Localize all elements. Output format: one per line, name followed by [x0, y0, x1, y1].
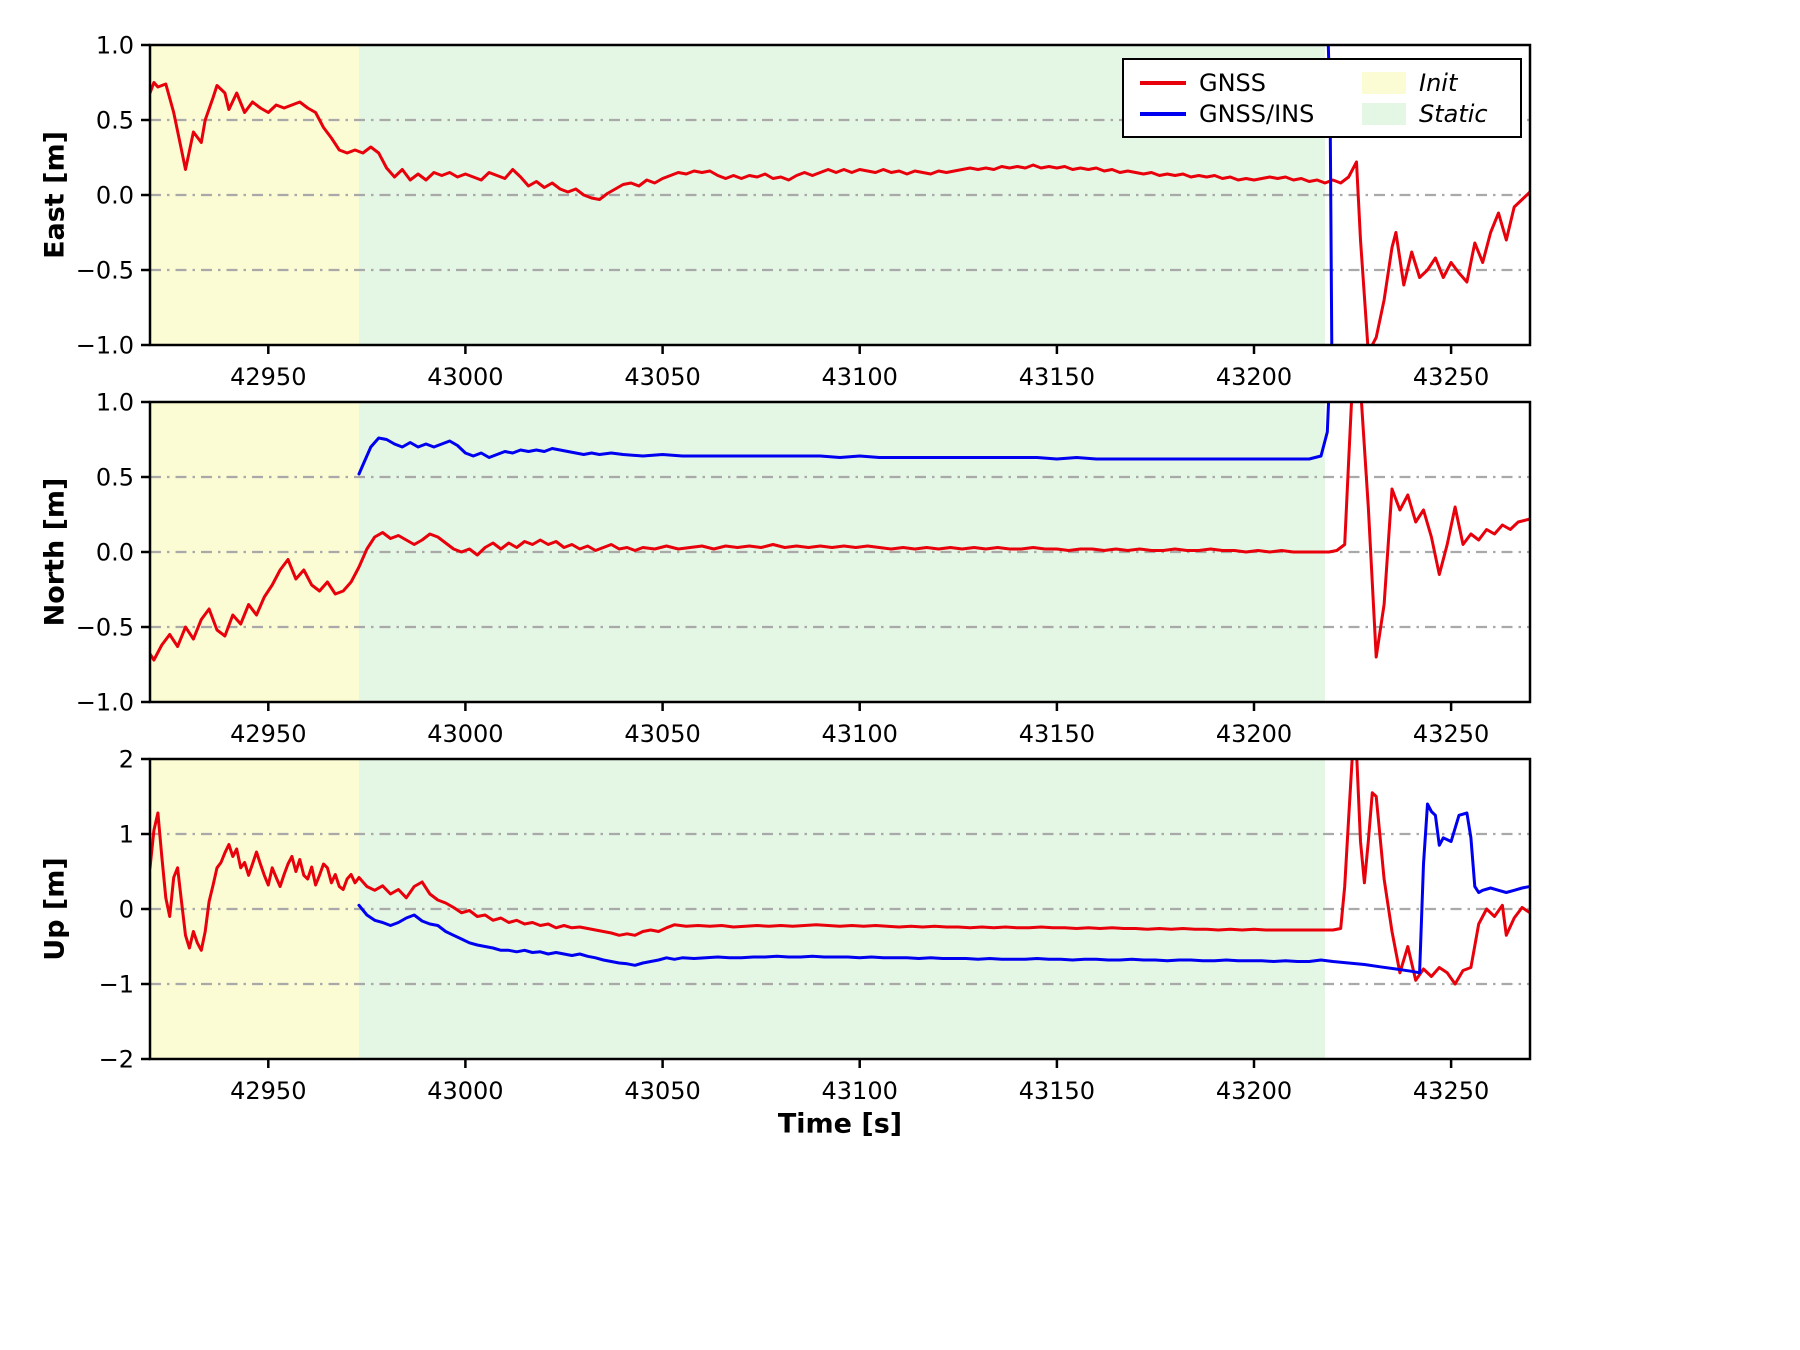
- up-axis-label: Up [m]: [39, 857, 71, 961]
- east-xtick-label: 43050: [624, 363, 700, 391]
- up-xtick-label: 42950: [230, 1077, 306, 1105]
- north-xtick-label: 42950: [230, 720, 306, 748]
- legend-gnss-ins-label: GNSS/INS: [1199, 99, 1315, 128]
- east-xtick-label: 43150: [1019, 363, 1095, 391]
- gnss-line-east: [150, 81, 1530, 345]
- north-xtick-label: 43100: [822, 720, 898, 748]
- up-xtick-label: 43150: [1019, 1077, 1095, 1105]
- north-ytick-label: −1.0: [76, 689, 134, 717]
- north-axis-label: North [m]: [39, 477, 71, 627]
- east-ytick-label: −0.5: [76, 257, 134, 285]
- up-xtick-label: 43000: [427, 1077, 503, 1105]
- north-ytick-label: −0.5: [76, 614, 134, 642]
- time-axis-label: Time [s]: [777, 1108, 903, 1140]
- up-ytick-label: 0: [119, 896, 134, 924]
- up-xtick-label: 43200: [1216, 1077, 1292, 1105]
- gnss-line-north: [150, 402, 1530, 662]
- north-xtick-label: 43000: [427, 720, 503, 748]
- east-xtick-label: 43250: [1413, 363, 1489, 391]
- static-patch-swatch: [1362, 102, 1406, 125]
- gnss-ins-line-swatch: [1140, 111, 1186, 116]
- north-ytick-label: 0.0: [96, 539, 134, 567]
- up-xtick-label: 43050: [624, 1077, 700, 1105]
- east-xtick-label: 42950: [230, 363, 306, 391]
- east-axis-label: East [m]: [39, 131, 71, 259]
- gnss-line-swatch: [1140, 80, 1186, 85]
- east-ytick-label: −1.0: [76, 332, 134, 360]
- up-ytick-label: 2: [119, 746, 134, 774]
- east-ytick-label: 0.0: [96, 182, 134, 210]
- legend-init-label: Init: [1419, 68, 1458, 97]
- legend-item-init: Init: [1362, 69, 1504, 97]
- legend-gnss-label: GNSS: [1199, 68, 1267, 97]
- north-xtick-label: 43200: [1216, 720, 1292, 748]
- north-xtick-label: 43250: [1413, 720, 1489, 748]
- north-xtick-label: 43050: [624, 720, 700, 748]
- east-xtick-label: 43100: [822, 363, 898, 391]
- north-xtick-label: 43150: [1019, 720, 1095, 748]
- init-patch-swatch: [1362, 71, 1406, 94]
- legend-item-gnss: GNSS: [1140, 69, 1362, 97]
- north-ytick-label: 1.0: [96, 389, 134, 417]
- gnss_ins-line-north: [357, 402, 1331, 476]
- up-ytick-label: −2: [99, 1046, 134, 1074]
- gnss_ins-line-up: [357, 802, 1530, 975]
- north-ytick-label: 0.5: [96, 464, 134, 492]
- east-ytick-label: 1.0: [96, 32, 134, 60]
- up-xtick-label: 43250: [1413, 1077, 1489, 1105]
- up-ytick-label: 1: [119, 821, 134, 849]
- up-xtick-label: 43100: [822, 1077, 898, 1105]
- legend-item-static: Static: [1362, 100, 1504, 128]
- east-ytick-label: 0.5: [96, 107, 134, 135]
- legend-item-gnss-ins: GNSS/INS: [1140, 100, 1362, 128]
- east-xtick-label: 43000: [427, 363, 503, 391]
- legend: GNSS Init GNSS/INS Static: [1122, 58, 1522, 138]
- east-xtick-label: 43200: [1216, 363, 1292, 391]
- gnss-line-up: [150, 759, 1530, 986]
- legend-static-label: Static: [1419, 99, 1488, 128]
- up-ytick-label: −1: [99, 971, 134, 999]
